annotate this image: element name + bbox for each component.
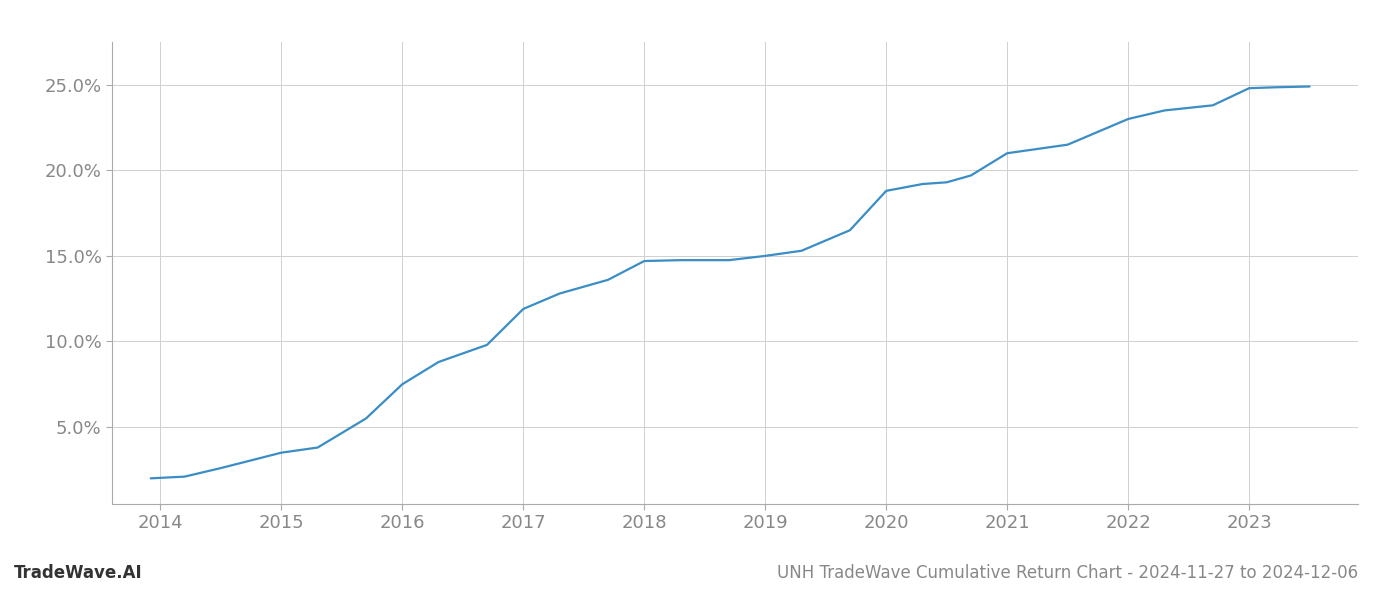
Text: UNH TradeWave Cumulative Return Chart - 2024-11-27 to 2024-12-06: UNH TradeWave Cumulative Return Chart - …	[777, 564, 1358, 582]
Text: TradeWave.AI: TradeWave.AI	[14, 564, 143, 582]
